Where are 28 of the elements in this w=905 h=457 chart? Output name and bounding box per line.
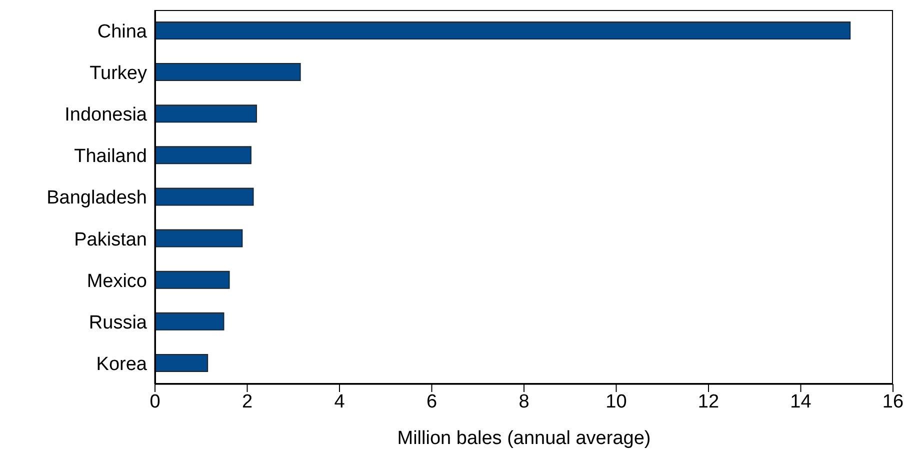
x-tick-label: 0 — [150, 391, 160, 412]
x-tick-label: 10 — [606, 391, 627, 412]
bar — [155, 229, 243, 248]
bar — [155, 104, 257, 123]
y-tick-label: Bangladesh — [46, 188, 147, 209]
bar — [155, 22, 851, 40]
y-tick-label: China — [97, 22, 148, 43]
x-tick-label: 2 — [242, 391, 253, 412]
y-tick-label: Russia — [88, 312, 148, 334]
y-tick-label: Korea — [96, 354, 148, 375]
x-tick-label: 4 — [334, 391, 346, 412]
y-tick-label: Thailand — [74, 146, 147, 168]
x-tick-label: 16 — [882, 391, 904, 412]
bar — [155, 188, 254, 206]
y-tick-label: Pakistan — [74, 229, 147, 250]
x-tick-label: 12 — [698, 391, 720, 412]
x-tick-label: 6 — [426, 391, 438, 412]
x-tick-label: 14 — [790, 391, 812, 412]
y-tick-label: Indonesia — [64, 104, 148, 126]
bar — [155, 354, 208, 372]
y-tick-label: Mexico — [86, 270, 147, 292]
bar — [155, 146, 252, 164]
bar — [155, 63, 301, 82]
bar — [155, 270, 230, 289]
bar — [155, 312, 224, 330]
x-axis-title: Million bales (annual average) — [397, 428, 651, 449]
y-tick-label: Turkey — [90, 63, 148, 84]
x-tick-label: 8 — [518, 391, 530, 412]
